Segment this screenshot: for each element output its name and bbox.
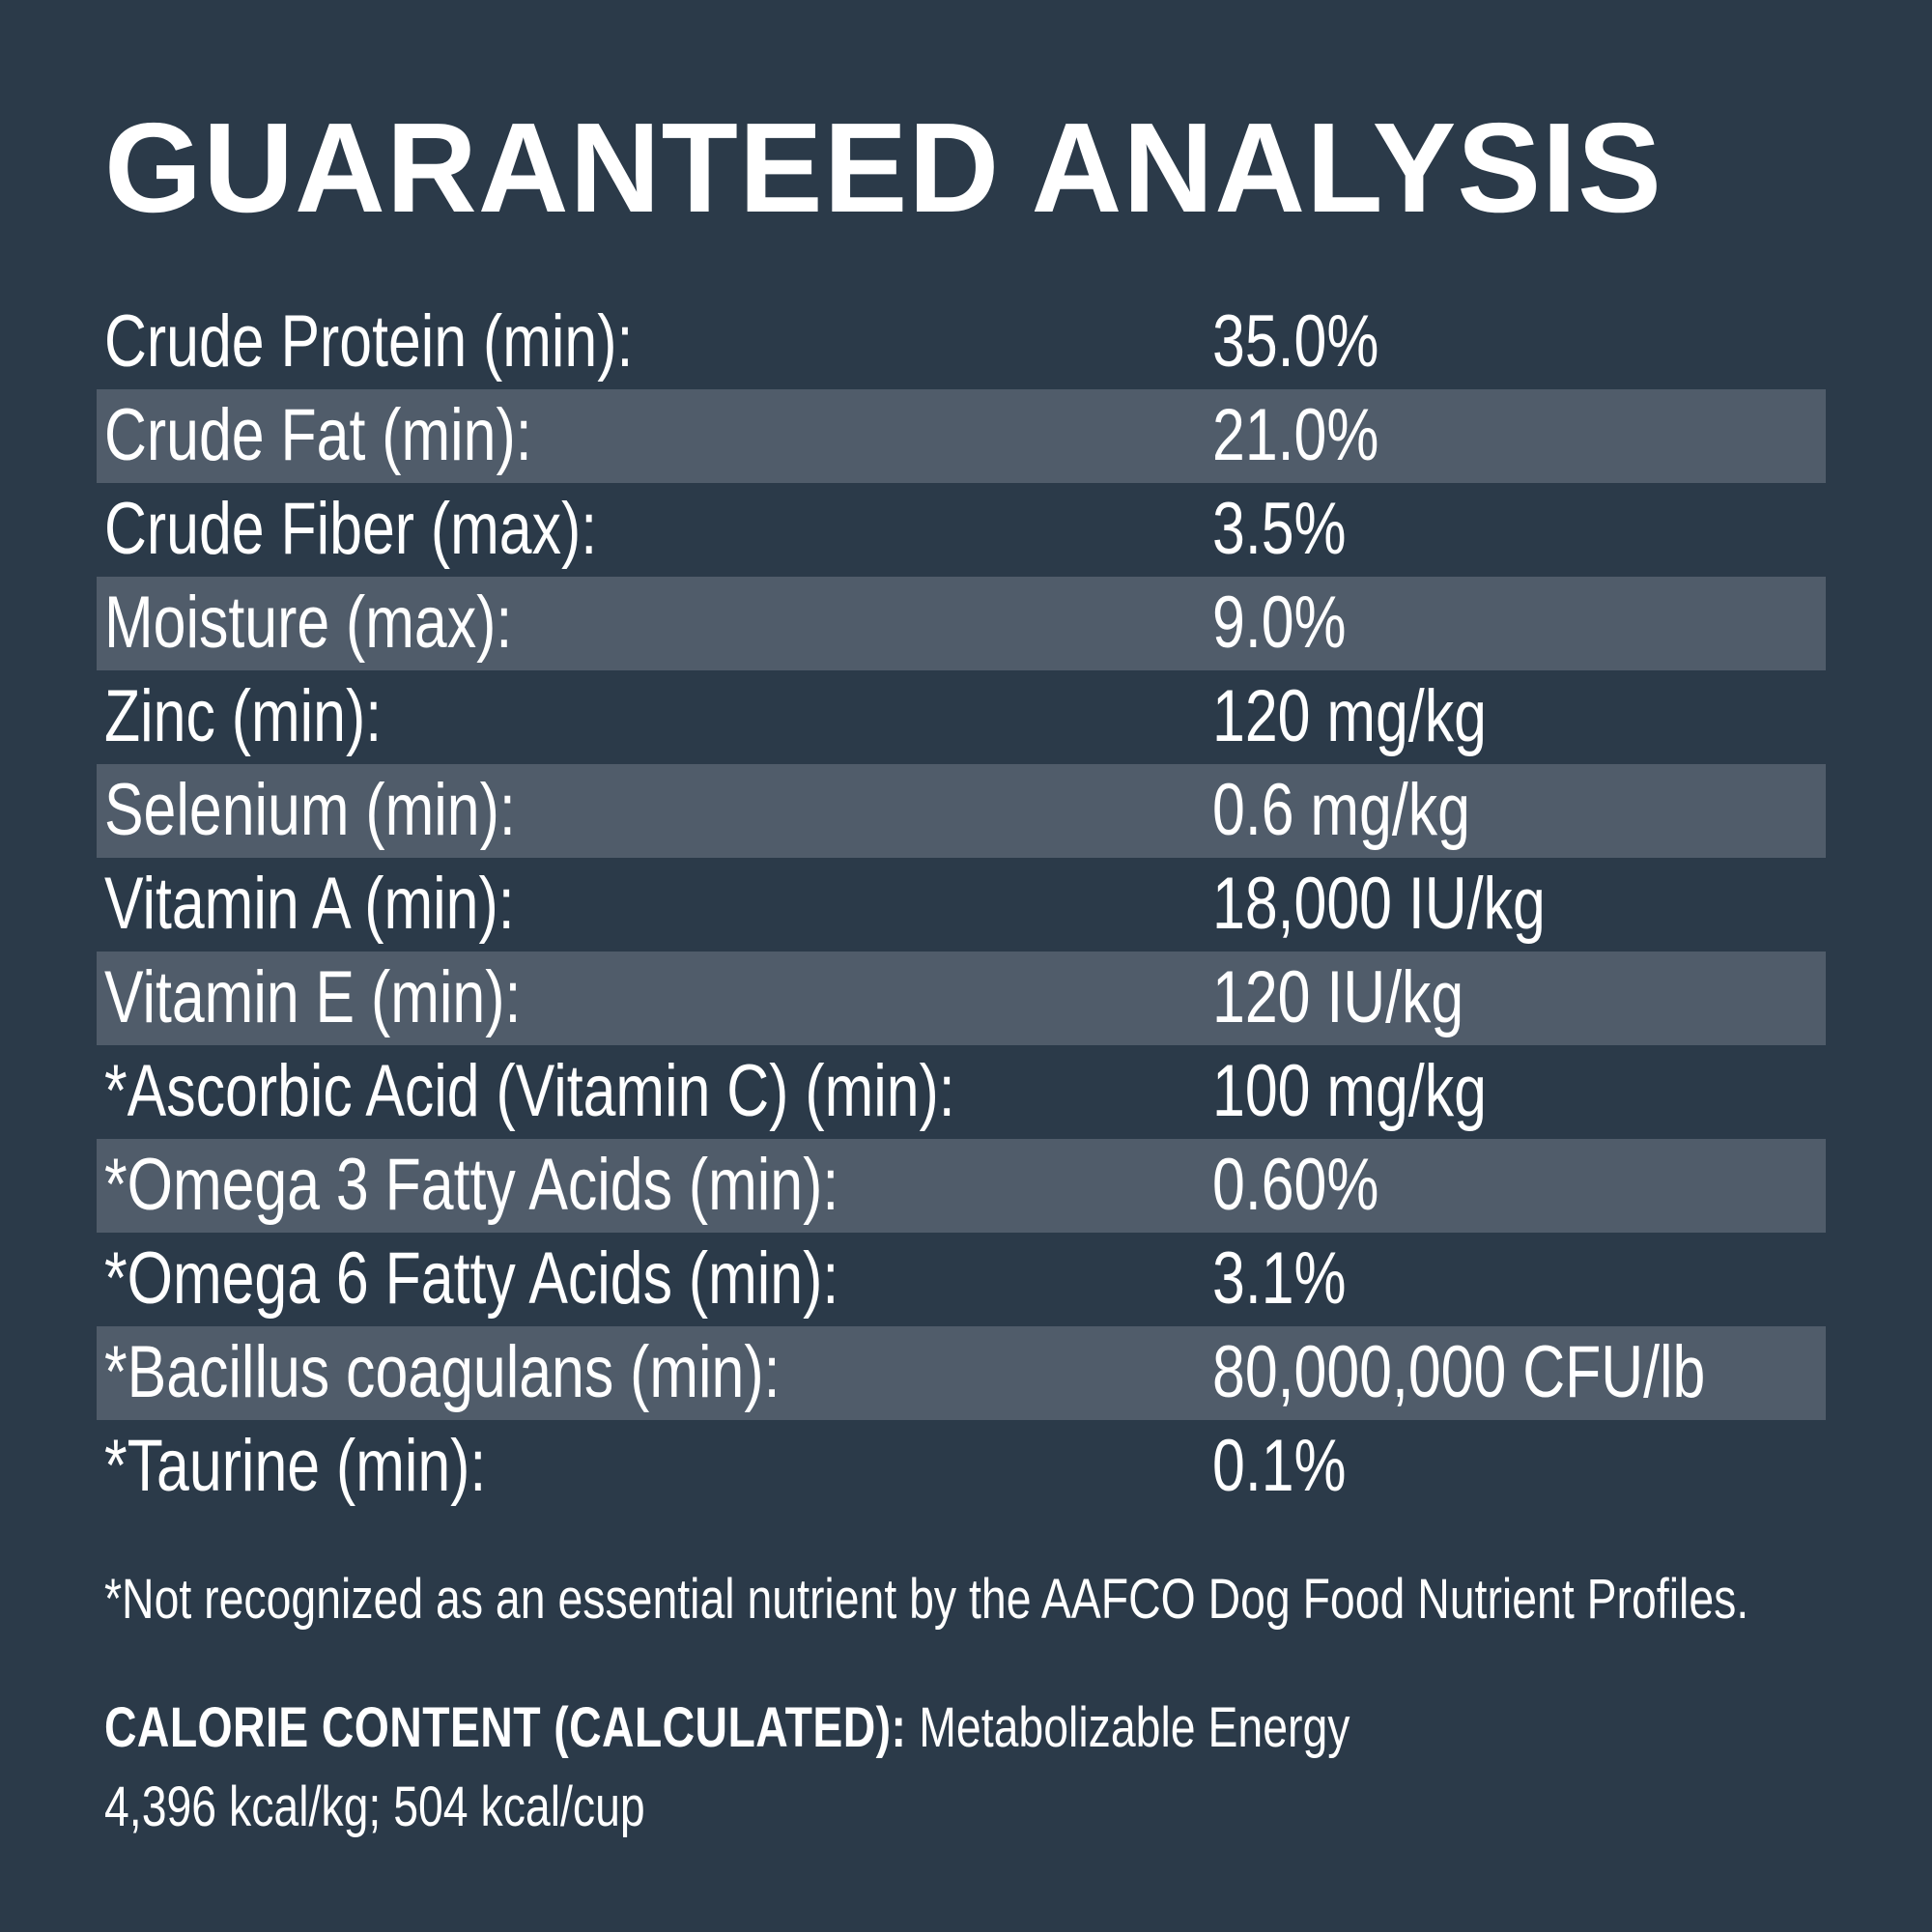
nutrient-label: Crude Protein (min):	[104, 300, 634, 383]
table-row: Moisture (max): 9.0%	[97, 577, 1826, 670]
calorie-content-line-1: CALORIE CONTENT (CALCULATED): Metaboliza…	[104, 1689, 1511, 1768]
nutrient-value: 120 mg/kg	[1212, 675, 1487, 757]
calorie-content-block: CALORIE CONTENT (CALCULATED): Metaboliza…	[104, 1689, 1511, 1847]
aafco-footnote: *Not recognized as an essential nutrient…	[104, 1568, 1749, 1631]
calorie-content-values: 4,396 kcal/kg; 504 kcal/cup	[104, 1776, 645, 1838]
table-row: *Ascorbic Acid (Vitamin C) (min): 100 mg/…	[97, 1045, 1826, 1139]
nutrient-label: Crude Fiber (max):	[104, 488, 598, 570]
table-row: Zinc (min): 120 mg/kg	[97, 670, 1826, 764]
table-row: *Omega 3 Fatty Acids (min): 0.60%	[97, 1139, 1826, 1233]
nutrient-value: 0.6 mg/kg	[1212, 769, 1470, 851]
table-row: Vitamin E (min): 120 IU/kg	[97, 952, 1826, 1045]
nutrient-label: Vitamin E (min):	[104, 956, 522, 1038]
table-row: *Taurine (min): 0.1%	[97, 1420, 1826, 1514]
page-title: GUARANTEED ANALYSIS	[104, 97, 1662, 239]
nutrient-value: 3.5%	[1212, 488, 1347, 570]
calorie-content-heading: CALORIE CONTENT (CALCULATED):	[104, 1696, 907, 1759]
guaranteed-analysis-table: Crude Protein (min): 35.0% Crude Fat (min)…	[97, 296, 1826, 1514]
table-row: Selenium (min): 0.6 mg/kg	[97, 764, 1826, 858]
nutrient-value: 9.0%	[1212, 582, 1347, 664]
nutrient-label: Crude Fat (min):	[104, 394, 532, 476]
nutrient-value: 0.60%	[1212, 1144, 1379, 1226]
nutrient-label: Zinc (min):	[104, 675, 383, 757]
nutrient-label: *Omega 6 Fatty Acids (min):	[104, 1237, 839, 1320]
table-row: Crude Fat (min): 21.0%	[97, 389, 1826, 483]
nutrient-value: 35.0%	[1212, 300, 1379, 383]
nutrient-label: *Ascorbic Acid (Vitamin C) (min):	[104, 1050, 955, 1132]
nutrient-label: Vitamin A (min):	[104, 863, 515, 945]
table-row: *Omega 6 Fatty Acids (min): 3.1%	[97, 1233, 1826, 1326]
nutrient-value: 3.1%	[1212, 1237, 1347, 1320]
nutrient-label: *Taurine (min):	[104, 1425, 487, 1507]
calorie-content-descriptor: Metabolizable Energy	[906, 1696, 1350, 1759]
table-row: Crude Protein (min): 35.0%	[97, 296, 1826, 389]
nutrient-value: 18,000 IU/kg	[1212, 863, 1546, 945]
nutrient-label: Selenium (min):	[104, 769, 516, 851]
table-row: Vitamin A (min): 18,000 IU/kg	[97, 858, 1826, 952]
table-row: *Bacillus coagulans (min): 80,000,000 CFU…	[97, 1326, 1826, 1420]
nutrient-value: 21.0%	[1212, 394, 1379, 476]
nutrient-value: 100 mg/kg	[1212, 1050, 1487, 1132]
nutrient-value: 120 IU/kg	[1212, 956, 1464, 1038]
nutrient-value: 80,000,000 CFU/lb	[1212, 1331, 1706, 1413]
nutrient-label: *Omega 3 Fatty Acids (min):	[104, 1144, 839, 1226]
nutrient-label: Moisture (max):	[104, 582, 513, 664]
table-row: Crude Fiber (max): 3.5%	[97, 483, 1826, 577]
nutrient-value: 0.1%	[1212, 1425, 1347, 1507]
nutrient-label: *Bacillus coagulans (min):	[104, 1331, 781, 1413]
